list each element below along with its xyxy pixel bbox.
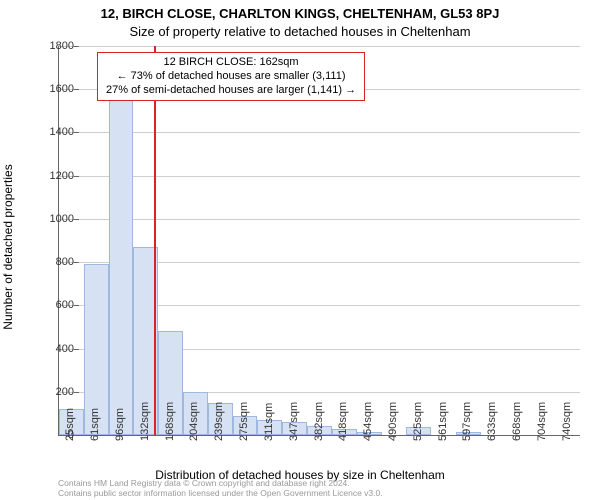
y-tick-label: 200 [56, 386, 74, 398]
grid-line [59, 219, 580, 220]
footer-line2: Contains public sector information licen… [58, 489, 383, 498]
property-marker-line [154, 46, 156, 435]
y-tick-label: 1200 [50, 170, 74, 182]
y-tick-mark [74, 392, 79, 393]
annotation-box: 12 BIRCH CLOSE: 162sqm ← 73% of detached… [97, 52, 365, 101]
histogram-bar [109, 94, 134, 435]
y-tick-mark [74, 219, 79, 220]
footer-text: Contains HM Land Registry data © Crown c… [58, 479, 383, 498]
y-tick-label: 1400 [50, 126, 74, 138]
chart-title-address: 12, BIRCH CLOSE, CHARLTON KINGS, CHELTEN… [0, 6, 600, 21]
grid-line [59, 176, 580, 177]
y-tick-mark [74, 176, 79, 177]
y-tick-label: 1600 [50, 83, 74, 95]
y-tick-label: 400 [56, 343, 74, 355]
y-tick-label: 800 [56, 256, 74, 268]
y-tick-mark [74, 349, 79, 350]
y-tick-mark [74, 305, 79, 306]
y-axis-label: Number of detached properties [1, 164, 15, 329]
y-tick-mark [74, 262, 79, 263]
y-tick-mark [74, 132, 79, 133]
annotation-line3: 27% of semi-detached houses are larger (… [106, 84, 356, 98]
y-tick-mark [74, 46, 79, 47]
chart-subtitle: Size of property relative to detached ho… [0, 24, 600, 39]
plot-area: 12 BIRCH CLOSE: 162sqm ← 73% of detached… [58, 46, 580, 436]
grid-line [59, 132, 580, 133]
annotation-line2: ← 73% of detached houses are smaller (3,… [106, 70, 356, 84]
chart-container: 12, BIRCH CLOSE, CHARLTON KINGS, CHELTEN… [0, 0, 600, 500]
y-tick-label: 1000 [50, 213, 74, 225]
annotation-line1: 12 BIRCH CLOSE: 162sqm [106, 56, 356, 70]
grid-line [59, 46, 580, 47]
y-tick-label: 1800 [50, 40, 74, 52]
y-tick-label: 600 [56, 299, 74, 311]
y-tick-mark [74, 89, 79, 90]
